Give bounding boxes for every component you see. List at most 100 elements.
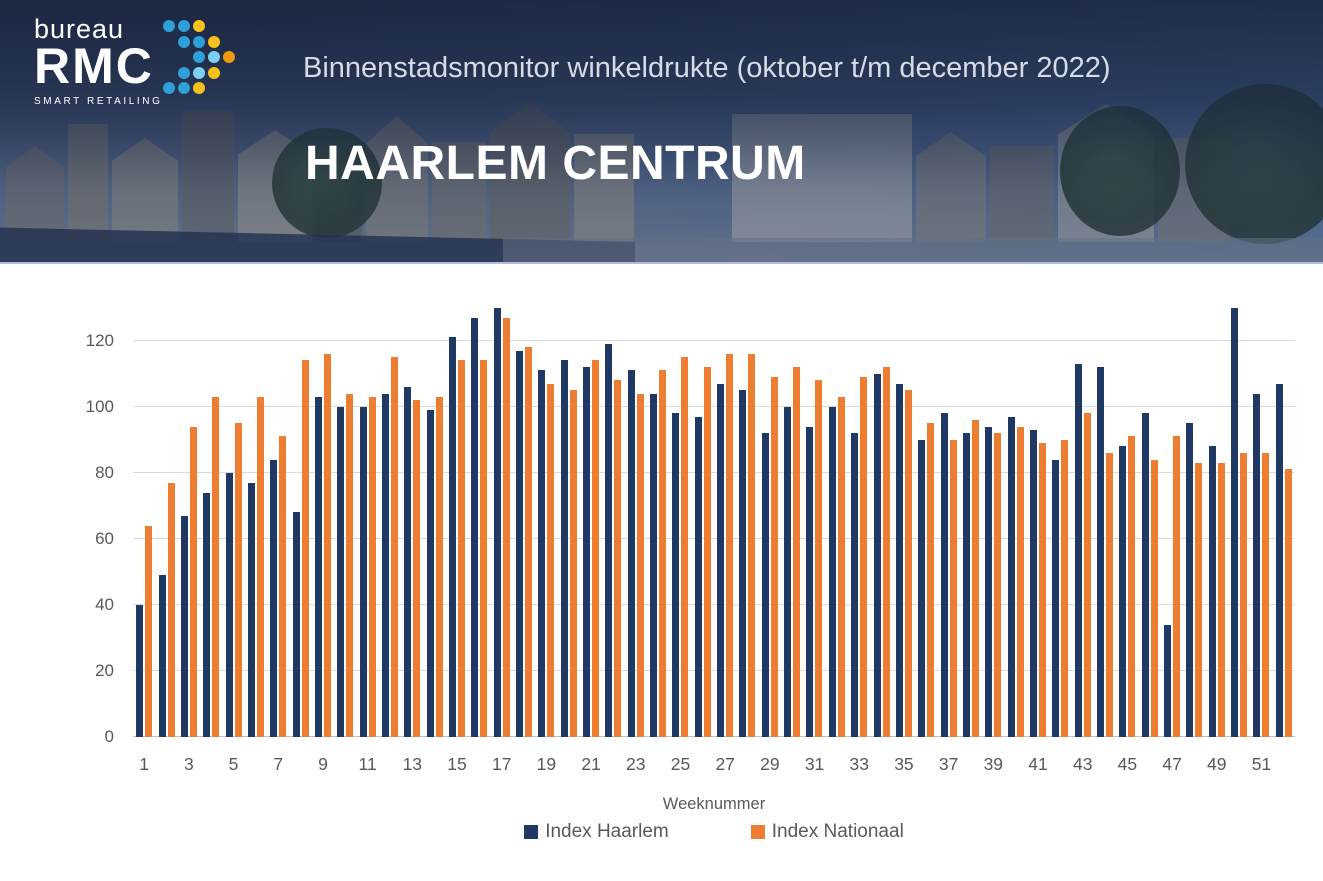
bar-group-week-31 [803, 301, 825, 737]
bar-index-haarlem-week-35 [895, 383, 903, 737]
bar-group-week-17 [491, 301, 513, 737]
bar-index-haarlem-week-41 [1029, 429, 1037, 737]
bar-index-haarlem-week-19 [538, 370, 546, 737]
bar-index-haarlem-week-24 [650, 393, 658, 737]
logo-dot [208, 35, 220, 48]
rmc-logo: bureau RMC SMART RETAILING [34, 16, 163, 108]
bar-group-week-52 [1273, 301, 1295, 737]
bar-index-nationaal-week-26 [703, 367, 711, 737]
header-banner: bureau RMC SMART RETAILING Binnenstadsmo… [0, 0, 1323, 264]
bar-group-week-6 [245, 301, 267, 737]
bar-group-week-13 [401, 301, 423, 737]
bar-group-week-50 [1228, 301, 1250, 737]
bar-index-nationaal-week-23 [636, 393, 644, 737]
bar-group-week-40 [1004, 301, 1026, 737]
x-axis-tick-label: 33 [849, 754, 869, 774]
bar-index-nationaal-week-16 [480, 360, 488, 737]
bar-group-week-15 [446, 301, 468, 737]
bar-index-nationaal-week-36 [927, 423, 935, 737]
bar-group-week-34 [870, 301, 892, 737]
bar-index-haarlem-week-27 [717, 383, 725, 737]
bar-index-nationaal-week-47 [1172, 436, 1180, 737]
bar-index-nationaal-week-50 [1240, 452, 1248, 737]
x-axis-labels: 1 3 5 7 9 11 13 15 17 19 21 23 25 27 29 31 33 35 37 39 41 43 4… [0, 264, 1323, 881]
bar-index-nationaal-week-21 [592, 360, 600, 737]
x-axis-tick-label: 9 [318, 754, 328, 774]
bar-index-nationaal-week-3 [189, 426, 197, 737]
bar-index-haarlem-week-30 [784, 406, 792, 737]
bar-index-nationaal-week-39 [994, 433, 1002, 737]
bar-index-haarlem-week-16 [471, 317, 479, 737]
x-axis-tick-label: 41 [1028, 754, 1048, 774]
bar-index-haarlem-week-45 [1119, 446, 1127, 737]
bar-group-week-16 [468, 301, 490, 737]
bar-group-week-47 [1161, 301, 1183, 737]
bar-group-week-18 [513, 301, 535, 737]
bar-index-nationaal-week-44 [1105, 452, 1113, 737]
x-axis-tick-label: 43 [1072, 754, 1093, 774]
bar-index-nationaal-week-11 [368, 396, 376, 737]
bar-group-week-11 [356, 301, 378, 737]
bar-group-week-1 [133, 301, 155, 737]
x-axis-tick-label: 39 [983, 754, 1004, 774]
bar-group-week-24 [647, 301, 669, 737]
bar-index-haarlem-week-49 [1208, 446, 1216, 737]
logo-dot [178, 35, 190, 48]
bar-group-week-32 [826, 301, 848, 737]
bars-container [133, 301, 1295, 737]
bar-index-nationaal-week-40 [1016, 426, 1024, 737]
x-axis-tick-label: 13 [402, 754, 423, 774]
bar-group-week-30 [781, 301, 803, 737]
bar-index-haarlem-week-31 [806, 426, 814, 737]
bar-group-week-26 [692, 301, 714, 737]
bar-index-nationaal-week-29 [770, 376, 778, 737]
x-axis-tick-label: 3 [183, 754, 194, 774]
bar-group-week-45 [1116, 301, 1138, 737]
page-title: HAARLEM CENTRUM [305, 137, 806, 190]
x-axis-tick-label: 1 [139, 754, 150, 774]
x-axis-tick-label: 21 [581, 754, 601, 774]
bar-index-haarlem-week-11 [359, 406, 367, 737]
x-axis-tick-label: 45 [1117, 754, 1138, 774]
bar-index-haarlem-week-5 [225, 472, 233, 737]
bar-index-haarlem-week-33 [851, 433, 859, 737]
bar-index-haarlem-week-37 [940, 413, 948, 737]
bar-index-haarlem-week-8 [292, 512, 300, 737]
bar-index-nationaal-week-14 [435, 396, 443, 737]
logo-dot [178, 20, 190, 32]
bar-index-nationaal-week-38 [971, 419, 979, 737]
bar-index-haarlem-week-14 [426, 410, 434, 737]
bar-group-week-37 [937, 301, 959, 737]
header-overlay [0, 0, 1323, 262]
legend-swatch-nationaal-icon [750, 825, 765, 839]
bar-index-nationaal-week-51 [1262, 452, 1270, 737]
bar-index-haarlem-week-38 [962, 433, 970, 737]
logo-dot [208, 66, 220, 79]
x-axis-tick-label: 35 [894, 754, 914, 774]
bar-group-week-4 [200, 301, 222, 737]
bar-group-week-22 [602, 301, 624, 737]
bar-index-haarlem-week-2 [158, 575, 166, 737]
bar-index-nationaal-week-8 [301, 360, 309, 737]
bar-group-week-21 [580, 301, 602, 737]
bar-group-week-41 [1027, 301, 1049, 737]
bar-index-nationaal-week-43 [1083, 413, 1091, 737]
gridline-0 [133, 736, 1295, 737]
bar-index-nationaal-week-17 [502, 317, 510, 737]
bar-index-haarlem-week-46 [1141, 413, 1149, 737]
bar-group-week-29 [759, 301, 781, 737]
gridline-120 [133, 339, 1295, 341]
gridline-40 [133, 603, 1295, 605]
bar-group-week-9 [312, 301, 334, 737]
bar-group-week-36 [915, 301, 937, 737]
bar-index-haarlem-week-4 [203, 492, 211, 737]
bar-index-haarlem-week-28 [739, 390, 747, 737]
bar-group-week-25 [669, 301, 691, 737]
gridline-20 [133, 669, 1295, 671]
y-axis-labels: 0 20 40 60 80 100 120 [60, 301, 122, 745]
bar-group-week-46 [1138, 301, 1160, 737]
bar-index-nationaal-week-42 [1061, 439, 1069, 737]
bar-index-nationaal-week-25 [681, 357, 689, 737]
bar-index-nationaal-week-41 [1038, 443, 1046, 737]
logo-tagline: SMART RETAILING [34, 96, 163, 107]
